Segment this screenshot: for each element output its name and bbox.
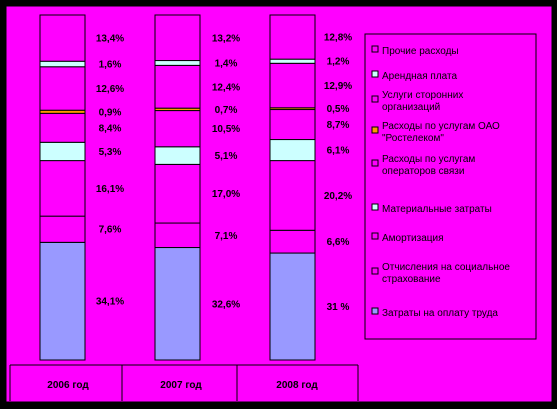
legend-entry-label: Арендная плата [382, 71, 457, 82]
legend-swatch [371, 45, 379, 53]
data-label: 10,5% [212, 124, 240, 135]
bar-segment [154, 110, 201, 148]
bar-segment [154, 64, 201, 109]
bar-segment [154, 163, 201, 224]
data-label: 7,6% [99, 225, 122, 236]
data-label: 8,7% [327, 120, 350, 131]
legend-swatch [371, 267, 379, 275]
data-label: 6,1% [327, 146, 350, 157]
data-label: 17,0% [212, 189, 240, 200]
data-label: 34,1% [96, 297, 124, 308]
bar-segment [39, 215, 86, 243]
legend-entry-label: Амортизация [382, 233, 444, 244]
bar-segment [154, 247, 201, 361]
legend-box [364, 33, 537, 340]
data-label: 16,1% [96, 184, 124, 195]
data-label: 7,1% [215, 231, 238, 242]
bar-segment [39, 66, 86, 111]
data-label: 1,6% [99, 60, 122, 71]
bars-layer [39, 14, 316, 361]
data-label: 8,4% [99, 123, 122, 134]
legend: Прочие расходы Арендная плата Услуги сторо… [364, 33, 537, 340]
bar-segment [39, 112, 86, 143]
legend-entry-label: Отчисления на социальное [382, 262, 510, 273]
data-label: 13,2% [212, 33, 240, 44]
bar-segment [269, 109, 316, 141]
data-label: 5,1% [215, 151, 238, 162]
bar-segment [269, 229, 316, 254]
bar-segment [269, 160, 316, 231]
bar-segment [154, 60, 201, 66]
legend-entry-label: Затраты на оплату труда [382, 308, 498, 319]
legend-swatch [371, 95, 379, 103]
legend-swatch [371, 307, 379, 315]
bar-segment [269, 58, 316, 64]
data-label: 13,4% [96, 34, 124, 45]
legend-swatch [371, 232, 379, 240]
bar-segment [39, 60, 86, 68]
bar-segment [269, 139, 316, 162]
data-label: 12,4% [212, 82, 240, 93]
x-tick-label: 2008 год [276, 380, 318, 391]
bar-segment [269, 14, 316, 60]
x-tick-label: 2006 год [47, 380, 89, 391]
data-label: 1,4% [215, 59, 238, 70]
data-label: 1,2% [327, 57, 350, 68]
bar-segment [154, 14, 201, 62]
data-label: 6,6% [327, 237, 350, 248]
legend-entry-label: Услуги сторонних [382, 90, 463, 101]
legend-entry-label: Расходы по услугам ОАО [382, 121, 500, 132]
legend-entry-label: операторов связи [382, 166, 464, 177]
data-label: 12,6% [96, 84, 124, 95]
data-label: 12,8% [324, 33, 352, 44]
x-tick-label: 2007 год [160, 380, 202, 391]
data-label: 32,6% [212, 299, 240, 310]
bar-segment [39, 141, 86, 162]
legend-entry-label: Расходы по услугам [382, 154, 475, 165]
category-axis: 2006 год 2007 год 2008 год [9, 364, 359, 401]
bar-segment [39, 14, 86, 62]
data-label: 20,2% [324, 191, 352, 202]
legend-swatch [371, 159, 379, 167]
legend-swatch [371, 126, 379, 134]
legend-entry-label: Прочие расходы [382, 46, 459, 57]
legend-swatch [371, 203, 379, 211]
bar-segment [154, 146, 201, 165]
bar-segment [269, 62, 316, 109]
data-label: 0,7% [215, 105, 238, 116]
bar-segment [269, 252, 316, 361]
legend-entry-label: организаций [382, 102, 440, 113]
pct-labels-layer: 34,1% 7,6% 16,1% 5,3% 8,4% 0,9% 12,6% 1,6% 13,4%… [96, 33, 352, 313]
data-label: 0,9% [99, 107, 122, 118]
data-label: 0,5% [327, 104, 350, 115]
legend-entry-label: Материальные затраты [382, 204, 492, 215]
bar-segment [39, 160, 86, 217]
legend-entry-label: "Ростелеком" [382, 133, 444, 144]
data-label: 12,9% [324, 81, 352, 92]
legend-entry-label: страхование [382, 274, 441, 285]
data-label: 5,3% [99, 147, 122, 158]
bar-segment [39, 241, 86, 361]
legend-swatch [371, 70, 379, 78]
bar-segment [154, 222, 201, 249]
data-label: 31 % [327, 302, 350, 313]
